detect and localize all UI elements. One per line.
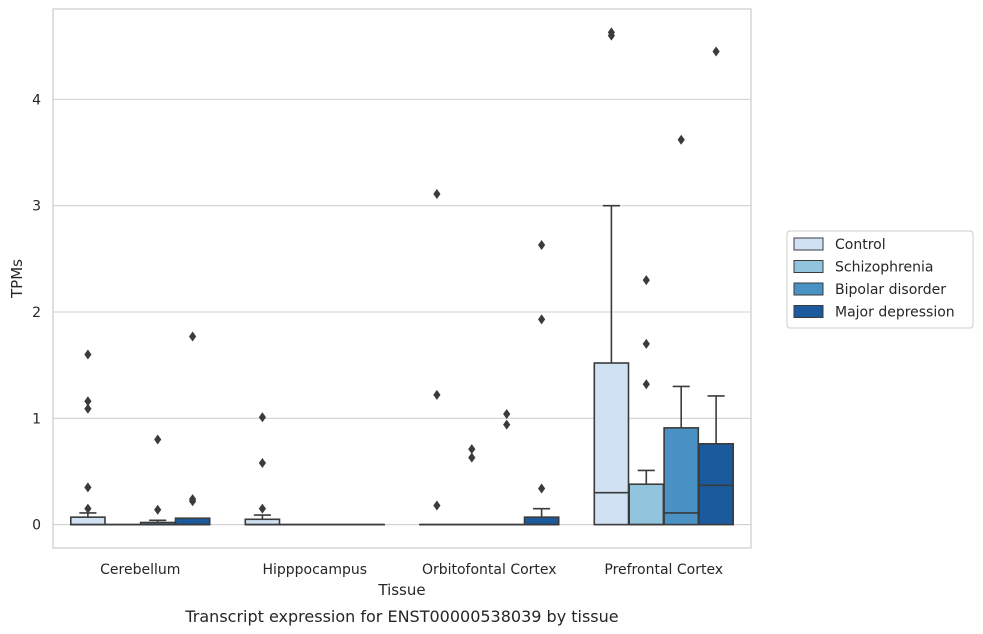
y-tick-label: 0 [32, 518, 41, 534]
y-axis-ticks: 0 1 2 3 4 [32, 92, 41, 533]
outlier-point [258, 457, 266, 468]
box [628, 275, 665, 526]
box [698, 46, 735, 526]
y-axis-label: TPMs [8, 259, 26, 299]
outlier-point [154, 434, 162, 445]
legend-label: Schizophrenia [835, 260, 933, 276]
outlier-point [642, 338, 650, 349]
box-body [174, 517, 211, 526]
y-tick-label: 4 [32, 92, 41, 108]
outlier-point [258, 503, 266, 514]
legend: Control Schizophrenia Bipolar disorder Majo… [786, 230, 974, 329]
outlier-point [468, 452, 476, 463]
y-tick-label: 3 [32, 199, 41, 215]
x-tick-label: Prefrontal Cortex [604, 562, 723, 578]
legend-swatch [793, 305, 824, 318]
outlier-point [189, 496, 197, 507]
outlier-point [677, 134, 685, 145]
outlier-point [503, 419, 511, 430]
outlier-point [642, 275, 650, 286]
box [453, 444, 490, 526]
box-body [593, 362, 630, 526]
box [244, 412, 281, 526]
series-schizophrenia [104, 275, 665, 526]
legend-label: Bipolar disorder [835, 282, 946, 298]
x-tick-label: Cerebellum [100, 562, 180, 578]
outlier-point [607, 30, 615, 41]
legend-label: Control [835, 237, 886, 253]
box [174, 331, 211, 526]
box-plot-series [69, 27, 735, 526]
x-axis-ticks: Cerebellum Hipppocampus Orbitofontal Corte… [100, 562, 723, 578]
legend-swatch [793, 260, 824, 273]
outlier-point [84, 503, 92, 514]
outlier-point [433, 188, 441, 199]
box [663, 134, 700, 526]
x-tick-label: Orbitofontal Cortex [422, 562, 557, 578]
x-axis-label: Tissue [377, 581, 425, 599]
outlier-point [433, 500, 441, 511]
chart-caption: Transcript expression for ENST0000053803… [184, 607, 618, 626]
outlier-point [712, 46, 720, 57]
box [69, 349, 106, 526]
outlier-point [84, 396, 92, 407]
x-tick-label: Hipppocampus [262, 562, 367, 578]
outlier-point [642, 379, 650, 390]
outlier-point [538, 240, 546, 251]
box [523, 240, 560, 526]
series-major-depression [174, 46, 735, 526]
outlier-point [503, 409, 511, 420]
box-body [523, 516, 560, 526]
box-body [628, 483, 665, 526]
outlier-point [538, 314, 546, 325]
box [418, 188, 455, 526]
outlier-point [84, 349, 92, 360]
outlier-point [84, 482, 92, 493]
box-body [69, 516, 106, 526]
outlier-point [154, 504, 162, 515]
legend-swatch [793, 282, 824, 296]
outlier-point [258, 412, 266, 423]
box [488, 409, 525, 526]
outlier-point [433, 389, 441, 400]
box-body [663, 427, 700, 526]
box [139, 434, 176, 526]
series-control [69, 27, 630, 526]
grid-lines [53, 98, 751, 526]
plot-frame [52, 8, 752, 549]
box [593, 27, 630, 526]
outlier-point [468, 444, 476, 455]
outlier-point [189, 331, 197, 342]
outlier-point [538, 483, 546, 494]
legend-label: Major depression [835, 305, 955, 321]
box-body [698, 443, 735, 526]
legend-swatch [793, 237, 824, 251]
outlier-point [84, 403, 92, 414]
legend-frame [786, 230, 974, 329]
y-tick-label: 1 [32, 411, 41, 427]
y-tick-label: 2 [32, 305, 41, 321]
